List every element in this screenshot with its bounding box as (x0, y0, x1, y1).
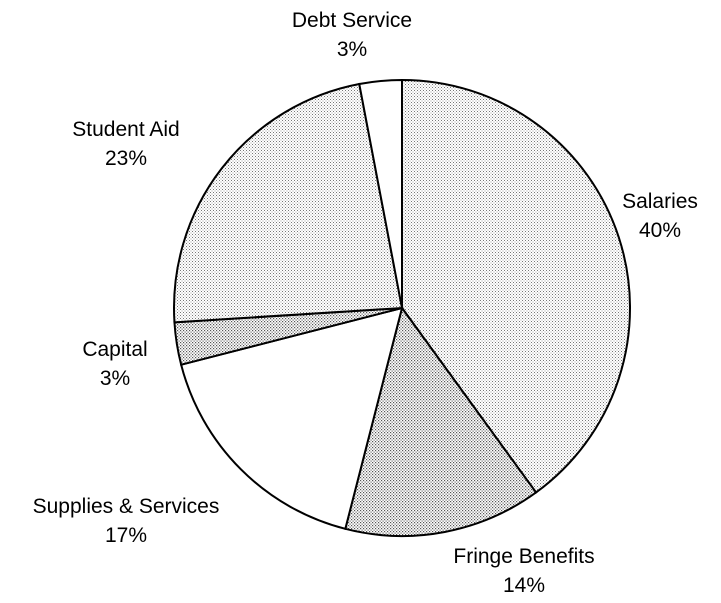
slice-value-label-student-aid: 23% (105, 147, 147, 170)
pie-slice-student-aid (173, 82, 404, 324)
pie-slice-debt-service (358, 78, 403, 309)
slice-label-debt-service: Debt Service (292, 9, 412, 32)
slice-label-salaries: Salaries (622, 190, 698, 213)
slice-value-label-fringe-benefits: 14% (503, 574, 545, 597)
pie-slice-salaries (401, 78, 631, 494)
slice-label-capital: Capital (82, 338, 147, 361)
pie-slice-fringe-benefits (344, 305, 538, 537)
slice-value-label-supplies-services: 17% (105, 524, 147, 547)
slice-label-fringe-benefits: Fringe Benefits (453, 545, 594, 568)
pie-slice-supplies-services (179, 306, 404, 531)
slice-value-label-capital: 3% (100, 367, 130, 390)
slice-label-student-aid: Student Aid (72, 118, 179, 141)
slice-value-label-salaries: 40% (639, 219, 681, 242)
slice-label-supplies-services: Supplies & Services (33, 495, 220, 518)
pie-slices (173, 78, 631, 537)
slice-value-label-debt-service: 3% (337, 38, 367, 61)
pie-labels: Salaries 40% Fringe Benefits 14% Supplies & … (33, 9, 698, 597)
